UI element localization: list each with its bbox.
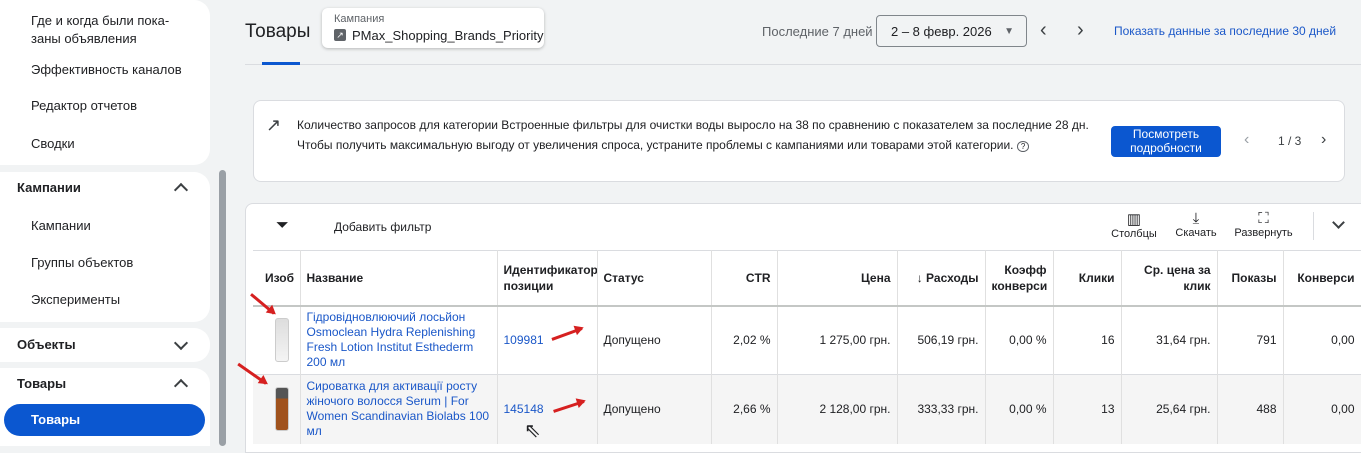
col-clicks[interactable]: Клики [1053,250,1122,306]
col-conversions[interactable]: Конверси [1283,250,1361,306]
chevron-down-icon[interactable] [173,335,189,351]
cell-status: Допущено [597,305,712,375]
download-button[interactable]: ⤓ Скачать [1171,210,1221,239]
cell-status: Допущено [597,374,712,444]
next-period-icon[interactable]: › [1077,19,1084,41]
trend-icon: ↗ [266,115,282,135]
campaign-label: Кампания [334,13,385,25]
table-row[interactable]: Сироватка для активації росту жіночого в… [253,374,1361,444]
sidebar-item-channels[interactable]: Эффективность каналов [31,62,182,77]
chevron-down-icon[interactable] [1332,216,1345,229]
campaign-selector[interactable]: Кампания ↗ PMax_Shopping_Brands_Priority [322,8,544,48]
sidebar-item-asset-groups[interactable]: Группы объектов [31,255,134,270]
sidebar-reports-group: Где и когда были пока- заны объявления Э… [0,0,210,165]
cell-conv: 0,00 [1283,305,1361,375]
col-ctr[interactable]: CTR [711,250,778,306]
help-icon[interactable]: ? [1016,141,1030,152]
view-details-button[interactable]: Посмотреть подробности [1111,126,1221,157]
download-icon: ⤓ [1192,210,1200,227]
cell-impr: 791 [1217,305,1284,375]
sidebar-item-products-selected[interactable]: Товары [4,404,205,436]
banner-prev-icon[interactable]: ‹ [1244,131,1250,148]
sidebar-objects-header[interactable]: Объекты [17,337,76,352]
divider [245,64,1361,65]
pmax-icon: ↗ [334,29,346,41]
table-row[interactable]: Гідровідновлюючий лосьйон Osmoclean Hydr… [253,305,1361,375]
cell-clicks: 13 [1053,374,1122,444]
cell-conv_rate: 0,00 % [985,374,1054,444]
cell-conv_rate: 0,00 % [985,305,1054,375]
cell-conv: 0,00 [1283,374,1361,444]
sidebar-item-campaigns[interactable]: Кампании [31,218,91,233]
product-name-link[interactable]: Гідровідновлюючий лосьйон Osmoclean Hydr… [306,310,476,370]
cell-id[interactable]: 145148 [497,374,598,444]
sidebar-campaigns-group: Кампании Кампании Группы объектов Экспер… [0,172,210,322]
columns-button[interactable]: ▥ Столбцы [1109,210,1159,240]
cell-cost: 506,19 грн. [897,305,986,375]
sidebar-campaigns-header[interactable]: Кампании [17,180,81,195]
add-filter-button[interactable]: Добавить фильтр [334,220,432,234]
sidebar-products-header[interactable]: Товары [17,376,67,391]
expand-button[interactable]: ⛶ Развернуть [1231,210,1296,239]
mouse-cursor-icon: ⇖ [524,420,541,442]
cell-clicks: 16 [1053,305,1122,375]
cell-id[interactable]: 109981 [497,305,598,375]
date-range-dropdown[interactable]: 2 – 8 февр. 2026 ▼ [876,15,1027,47]
sidebar-scrollbar[interactable] [219,170,226,446]
col-name[interactable]: Название [300,250,498,306]
products-table: Изоб Название Идентификатор позиции Стат… [253,250,1361,444]
sidebar-item-summaries[interactable]: Сводки [31,136,75,151]
filter-icon[interactable]: ⏷ [276,217,289,234]
product-image [253,305,301,375]
show-30-days-link[interactable]: Показать данные за последние 30 дней [1114,24,1337,38]
cell-price: 2 128,00 грн. [777,374,898,444]
sidebar-item-report-editor[interactable]: Редактор отчетов [31,98,137,113]
divider [1313,212,1314,240]
cell-price: 1 275,00 грн. [777,305,898,375]
columns-icon: ▥ [1126,211,1142,228]
tab-indicator [262,62,300,65]
chevron-up-icon[interactable] [173,378,189,394]
banner-pager: 1 / 3 [1278,134,1302,148]
sidebar-item-experiments[interactable]: Эксперименты [31,292,121,307]
cell-impr: 488 [1217,374,1284,444]
col-status[interactable]: Статус [597,250,712,306]
col-price[interactable]: Цена [777,250,898,306]
banner-next-icon[interactable]: › [1321,131,1327,148]
col-cpc[interactable]: Ср. цена за клик [1121,250,1218,306]
insight-banner: ↗ Количество запросов для категории Встр… [253,100,1345,182]
cell-ctr: 2,02 % [711,305,778,375]
banner-text: Количество запросов для категории Встрое… [297,118,1089,152]
cell-cpc: 31,64 грн. [1121,305,1218,375]
sidebar-objects-group[interactable]: Объекты [0,328,210,362]
col-cost[interactable]: ↓ Расходы [897,250,986,306]
col-image[interactable]: Изоб [253,250,301,306]
range-label: Последние 7 дней [762,24,873,39]
chevron-up-icon[interactable] [173,182,189,198]
cell-cpc: 25,64 грн. [1121,374,1218,444]
product-name-link[interactable]: Сироватка для активації росту жіночого в… [306,379,490,439]
campaign-name: PMax_Shopping_Brands_Priority [352,28,544,43]
col-impressions[interactable]: Показы [1217,250,1284,306]
col-conv-rate[interactable]: Коэфф конверси [985,250,1054,306]
fullscreen-icon: ⛶ [1258,210,1269,227]
cell-cost: 333,33 грн. [897,374,986,444]
date-range-value: 2 – 8 февр. 2026 [891,24,992,39]
prev-period-icon[interactable]: ‹ [1040,19,1047,41]
page-title: Товары [245,21,311,42]
col-item-id[interactable]: Идентификатор позиции [497,250,598,306]
sidebar-item-where-when[interactable]: Где и когда были пока- заны объявления [31,13,170,46]
cell-ctr: 2,66 % [711,374,778,444]
dropdown-arrow-icon: ▼ [1004,26,1014,37]
